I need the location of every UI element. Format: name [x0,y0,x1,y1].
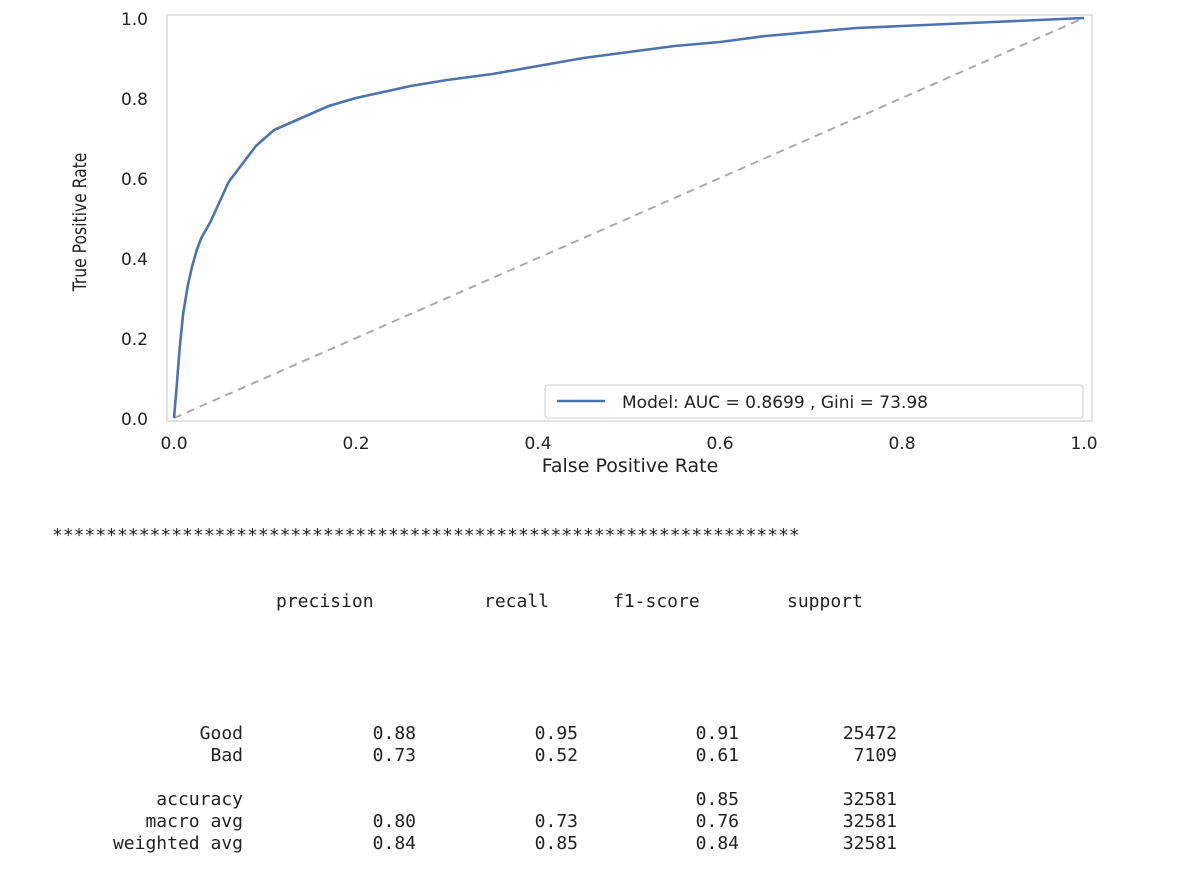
report-separator: ****************************************… [52,525,800,546]
x-tick-label: 0.2 [342,434,369,454]
legend-box [544,384,1084,419]
x-tick-label: 1.0 [1070,434,1097,454]
report-cell-precision: 0.80 [372,811,416,832]
y-tick-label: 0.0 [121,410,148,430]
report-row-label: Bad [210,745,243,766]
y-axis-label: True Positive Rate [70,153,92,293]
x-tick-label: 0.8 [888,434,915,454]
y-tick-label: 0.6 [121,170,148,190]
roc-curve-line [172,16,1085,419]
report-cell-precision: 0.88 [372,723,416,744]
legend-entry-model: Model: AUC = 0.8699 , Gini = 73.98 [622,393,928,413]
report-row-label: accuracy [156,789,243,810]
chance-diagonal-line [173,17,1085,419]
classification-report: ****************************************… [52,481,897,877]
report-header-row: precision recall f1-score support [52,591,863,613]
report-cell-precision: 0.73 [372,745,416,766]
report-blank-row [52,657,800,679]
report-rows: Good 0.88 0.95 0.91 25472 Bad 0.73 0.52 0.61 7109… [52,723,897,855]
report-cell-support: 32581 [842,789,897,810]
report-row-label: macro avg [145,811,243,832]
report-row [52,767,800,789]
report-cell-recall: 0.85 [534,833,578,854]
report-cell-support: 32581 [842,811,897,832]
roc-chart: 0.0 0.2 0.4 0.6 0.8 1.0 0.0 0.2 0.4 0.6 0.8 1.0 Fa… [70,10,1098,477]
report-row: weighted avg 0.84 0.85 0.84 32581 [52,833,897,855]
report-row: Bad 0.73 0.52 0.61 7109 [52,745,897,767]
legend: Model: AUC = 0.8699 , Gini = 73.98 [544,384,1084,419]
header-precision: precision [276,591,374,612]
report-cell-f1: 0.84 [695,833,739,854]
report-cell-precision: 0.84 [372,833,416,854]
report-cell-support: 25472 [842,723,897,744]
report-row-label: weighted avg [112,833,243,854]
report-cell-recall: 0.73 [534,811,578,832]
y-tick-label: 0.2 [121,330,148,350]
y-tick-label: 1.0 [121,10,148,30]
x-axis-label: False Positive Rate [542,455,719,477]
x-tick-labels: 0.0 0.2 0.4 0.6 0.8 1.0 [160,434,1097,454]
header-recall: recall [484,591,550,612]
y-tick-labels: 0.0 0.2 0.4 0.6 0.8 1.0 [121,10,148,430]
x-tick-label: 0.4 [524,434,551,454]
report-cell-f1: 0.76 [695,811,739,832]
y-tick-label: 0.8 [121,90,148,110]
report-cell-recall: 0.95 [534,723,578,744]
report-cell-support: 7109 [853,745,897,766]
report-cell-support: 32581 [842,833,897,854]
x-tick-label: 0.6 [706,434,733,454]
y-tick-label: 0.4 [121,250,148,270]
header-f1-score: f1-score [613,591,700,612]
header-support: support [787,591,863,612]
report-row: Good 0.88 0.95 0.91 25472 [52,723,897,745]
report-row: macro avg 0.80 0.73 0.76 32581 [52,811,897,833]
report-row: accuracy 0.85 32581 [52,789,897,811]
report-cell-f1: 0.61 [695,745,739,766]
report-cell-recall: 0.52 [534,745,578,766]
x-tick-label: 0.0 [160,434,187,454]
series-layer [172,16,1085,419]
report-cell-f1: 0.85 [695,789,739,810]
report-row-label: Good [199,723,243,744]
report-cell-f1: 0.91 [695,723,739,744]
